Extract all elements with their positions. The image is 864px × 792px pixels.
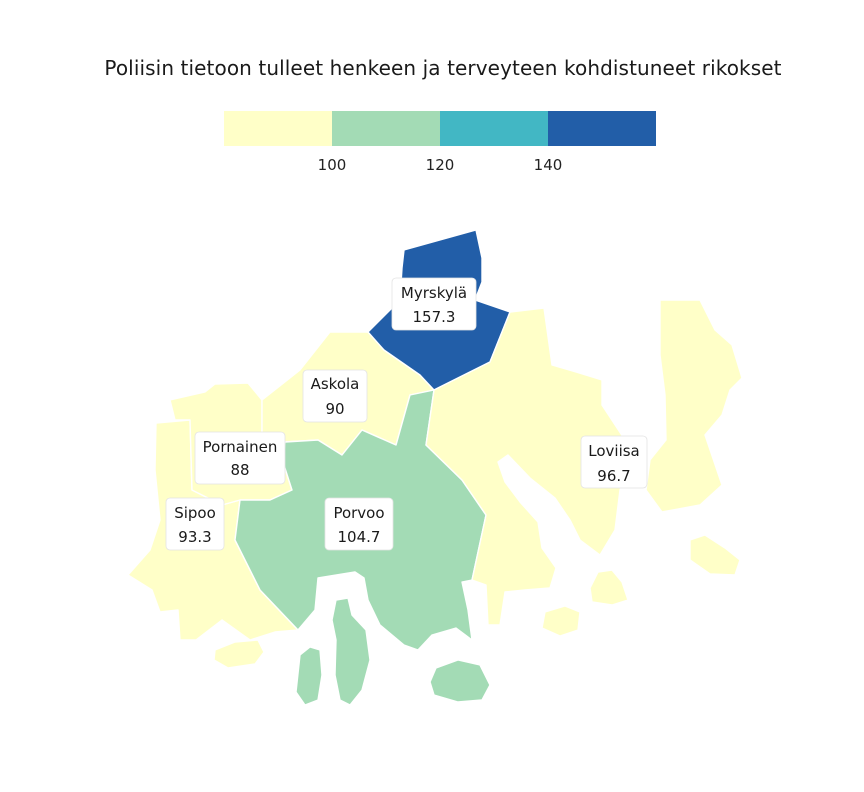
legend-break-120: 120 [426,156,455,174]
legend-swatch-2 [332,111,440,146]
island-porvoo-3 [429,659,491,703]
label-myrskyla-value: 157.3 [413,308,456,326]
island-loviisa-1 [541,605,581,637]
label-myrskyla: Myrskylä 157.3 [391,277,477,331]
legend-swatch-1 [224,111,332,146]
label-askola: Askola 90 [302,369,368,423]
island-porvoo-2 [331,597,371,706]
legend-break-140: 140 [534,156,563,174]
label-loviisa-name: Loviisa [588,442,640,460]
label-porvoo-name: Porvoo [333,504,384,522]
label-porvoo-value: 104.7 [338,528,381,546]
label-pornainen: Pornainen 88 [194,431,286,485]
label-pornainen-name: Pornainen [203,438,278,456]
label-sipoo-name: Sipoo [174,504,216,522]
label-askola-name: Askola [311,375,360,393]
legend-swatch-3 [440,111,548,146]
region-loviisa-east[interactable] [645,299,743,513]
island-porvoo-1 [295,646,323,706]
map-title: Poliisin tietoon tulleet henkeen ja terv… [104,56,782,80]
island-sipoo-1 [213,639,265,669]
label-porvoo: Porvoo 104.7 [324,497,394,551]
label-sipoo: Sipoo 93.3 [165,497,225,551]
legend: 100 120 140 [224,111,656,174]
island-loviisa-3 [689,534,741,576]
label-sipoo-value: 93.3 [178,528,211,546]
label-pornainen-value: 88 [230,461,249,479]
legend-swatch-4 [548,111,656,146]
region-loviisa[interactable] [425,307,629,626]
label-askola-value: 90 [325,400,344,418]
label-loviisa: Loviisa 96.7 [580,435,648,489]
label-myrskyla-name: Myrskylä [401,284,467,302]
legend-break-100: 100 [318,156,347,174]
island-loviisa-2 [589,569,629,606]
label-loviisa-value: 96.7 [597,467,630,485]
